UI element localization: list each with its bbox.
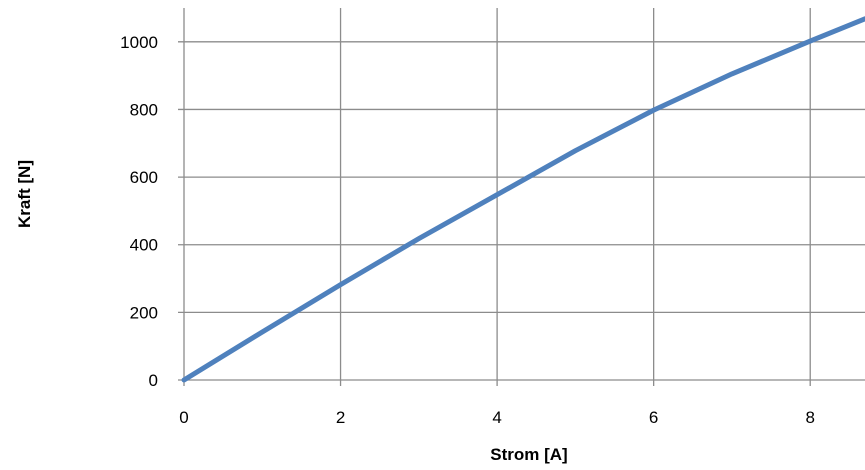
y-tick-label: 1000 <box>120 33 158 52</box>
x-tick-label: 2 <box>336 408 345 427</box>
y-tick-label: 200 <box>130 303 158 322</box>
y-tick-label: 0 <box>149 371 158 390</box>
grid <box>178 8 865 386</box>
y-tick-label: 400 <box>130 236 158 255</box>
y-tick-labels: 0 200 400 600 800 1000 <box>120 33 158 390</box>
y-axis-title: Kraft [N] <box>15 160 34 228</box>
y-tick-label: 800 <box>130 100 158 119</box>
series-line <box>181 16 865 383</box>
x-axis-title: Strom [A] <box>490 445 567 464</box>
x-tick-labels: 0 2 4 6 8 <box>179 408 815 427</box>
series-layer <box>181 16 865 383</box>
x-tick-label: 6 <box>649 408 658 427</box>
y-tick-label: 600 <box>130 168 158 187</box>
x-tick-label: 0 <box>179 408 188 427</box>
x-tick-label: 8 <box>805 408 814 427</box>
x-tick-label: 4 <box>492 408 501 427</box>
